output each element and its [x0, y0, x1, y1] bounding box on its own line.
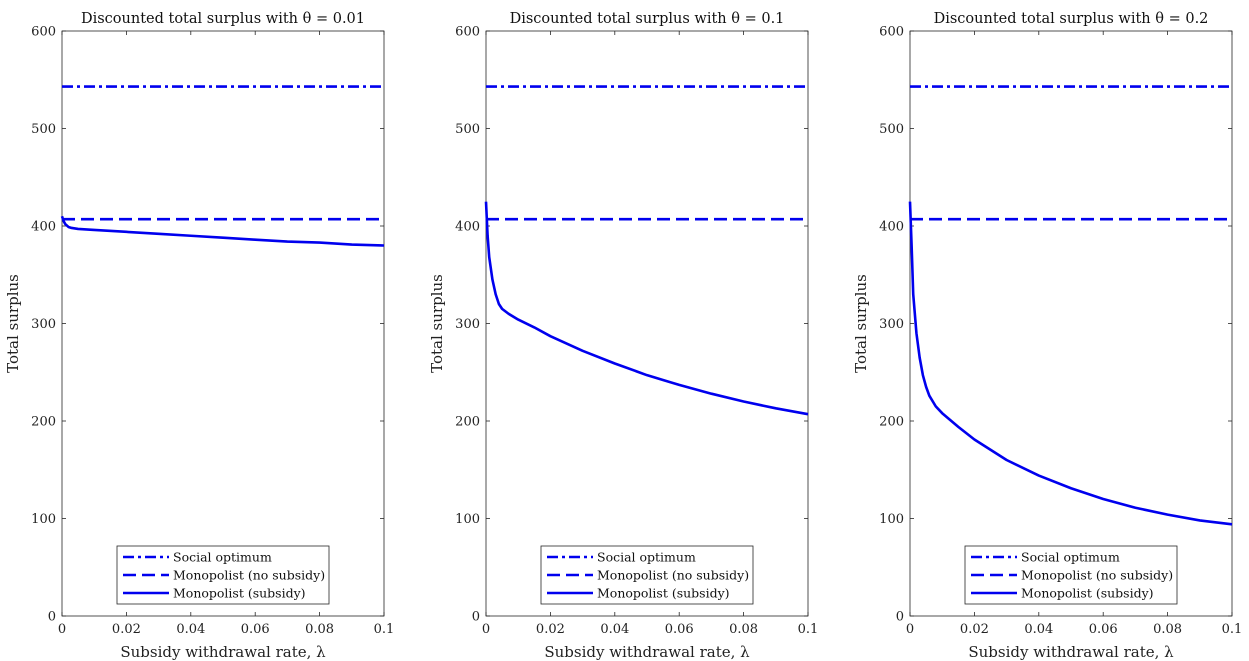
series-line-monopolist-subsidy — [60, 215, 385, 247]
x-tick-label: 0.1 — [1222, 622, 1243, 637]
legend-entry: Monopolist (no subsidy) — [173, 568, 325, 583]
y-tick-label: 600 — [879, 25, 904, 40]
x-tick-label: 0.08 — [729, 622, 758, 637]
x-tick-label: 0.02 — [112, 622, 141, 637]
x-tick-label: 0.04 — [1024, 622, 1053, 637]
x-axis-label: Subsidy withdrawal rate, λ — [120, 643, 326, 661]
y-axis-label: Total surplus — [428, 274, 446, 373]
x-tick-label: 0.08 — [305, 622, 334, 637]
x-axis-label: Subsidy withdrawal rate, λ — [544, 643, 750, 661]
series-line-monopolist-subsidy — [484, 201, 809, 416]
x-tick-label: 0 — [482, 622, 490, 637]
y-tick-label: 600 — [455, 25, 480, 40]
y-tick-label: 100 — [879, 512, 904, 527]
y-tick-label: 300 — [455, 317, 480, 332]
x-tick-label: 0.08 — [1153, 622, 1182, 637]
y-tick-label: 500 — [31, 122, 56, 137]
legend-entry: Social optimum — [1021, 550, 1120, 565]
y-tick-label: 500 — [455, 122, 480, 137]
y-tick-label: 0 — [896, 610, 904, 625]
plot-area — [61, 30, 385, 617]
chart-panel-1: 0 100 200 300 400 500 600 0 0.02 0.04 0.06 0.08 0.1 D… — [4, 11, 394, 661]
x-tick-label: 0.04 — [600, 622, 629, 637]
chart-panel-2: 0 100 200 300 400 500 600 0 0.02 0.04 0.06 0.08 0.1 D… — [428, 11, 818, 661]
x-tick-label: 0 — [906, 622, 914, 637]
legend: Social optimum Monopolist (no subsidy) Mon… — [116, 545, 330, 605]
x-tick-label: 0.06 — [241, 622, 270, 637]
x-axis-label: Subsidy withdrawal rate, λ — [968, 643, 1174, 661]
x-tick-label: 0.1 — [374, 622, 395, 637]
legend-entry: Social optimum — [173, 550, 272, 565]
legend-entry: Monopolist (no subsidy) — [597, 568, 749, 583]
y-axis-label: Total surplus — [4, 274, 22, 373]
y-tick-label: 400 — [455, 220, 480, 235]
y-tick-label: 200 — [31, 415, 56, 430]
legend-entry: Social optimum — [597, 550, 696, 565]
y-tick-label: 200 — [455, 415, 480, 430]
chart-title: Discounted total surplus with θ = 0.2 — [934, 11, 1209, 27]
y-tick-label: 400 — [879, 220, 904, 235]
x-tick-label: 0.1 — [798, 622, 819, 637]
legend: Social optimum Monopolist (no subsidy) Mon… — [964, 545, 1178, 605]
chart-panel-3: 0 100 200 300 400 500 600 0 0.02 0.04 0.06 0.08 0.1 D… — [852, 11, 1242, 661]
x-tick-label: 0.02 — [536, 622, 565, 637]
plot-area — [909, 30, 1233, 617]
y-tick-label: 300 — [879, 317, 904, 332]
legend-entry: Monopolist (no subsidy) — [1021, 568, 1173, 583]
legend-entry: Monopolist (subsidy) — [173, 586, 306, 601]
x-tick-label: 0.02 — [960, 622, 989, 637]
chart-title: Discounted total surplus with θ = 0.1 — [510, 11, 785, 27]
x-tick-label: 0.04 — [176, 622, 205, 637]
y-tick-label: 0 — [472, 610, 480, 625]
y-tick-label: 200 — [879, 415, 904, 430]
y-tick-label: 600 — [31, 25, 56, 40]
x-tick-label: 0.06 — [1089, 622, 1118, 637]
x-tick-label: 0.06 — [665, 622, 694, 637]
plot-area — [485, 30, 809, 617]
y-axis-label: Total surplus — [852, 274, 870, 373]
legend-entry: Monopolist (subsidy) — [1021, 586, 1154, 601]
y-tick-label: 500 — [879, 122, 904, 137]
series-line-monopolist-subsidy — [908, 201, 1233, 526]
y-tick-label: 100 — [31, 512, 56, 527]
legend-entry: Monopolist (subsidy) — [597, 586, 730, 601]
x-tick-label: 0 — [58, 622, 66, 637]
y-tick-label: 100 — [455, 512, 480, 527]
y-tick-label: 300 — [31, 317, 56, 332]
y-tick-label: 0 — [48, 610, 56, 625]
y-tick-label: 400 — [31, 220, 56, 235]
chart-title: Discounted total surplus with θ = 0.01 — [81, 11, 365, 27]
legend: Social optimum Monopolist (no subsidy) Mon… — [540, 545, 754, 605]
